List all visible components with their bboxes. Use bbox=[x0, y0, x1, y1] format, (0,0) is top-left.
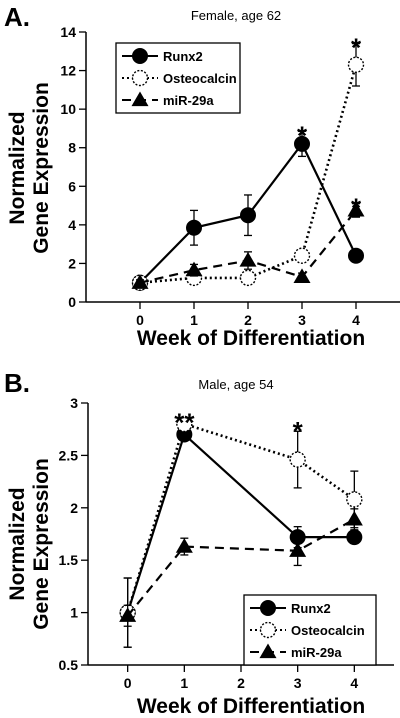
panel-a-runx2-marker bbox=[186, 219, 202, 236]
panel-b-y-axis-title-line2: Gene Expression bbox=[30, 458, 53, 630]
panel-b-runx2-line bbox=[126, 432, 355, 613]
panel-b-legend-osteocalcin-label: Osteocalcin bbox=[291, 623, 365, 638]
panel-a-x-tick-label: 1 bbox=[190, 312, 198, 328]
panel-a-osteocalcin-marker bbox=[293, 247, 311, 264]
panel-a-x-axis-title: Week of Differentiation bbox=[137, 327, 365, 350]
panel-b-osteocalcin-line bbox=[126, 422, 356, 613]
panel-b-runx2-marker bbox=[346, 529, 363, 546]
panel-b-series-mir-29a bbox=[119, 508, 363, 627]
panel-b-mir-29a-marker bbox=[289, 542, 307, 557]
panel-a-osteocalcin-marker bbox=[347, 56, 365, 73]
panel-a-legend-runx2-marker bbox=[132, 48, 148, 64]
panel-a: A. Female, age 62 Week of Differentiatio… bbox=[4, 2, 400, 350]
panel-a-legend-mir-29a-label: miR-29a bbox=[163, 93, 214, 108]
panel-a-mir-29a-marker bbox=[239, 252, 257, 267]
panel-b-y-axis-title-line1: Normalized bbox=[6, 487, 29, 600]
panel-b-y-tick-label: 1 bbox=[70, 605, 78, 621]
panel-a-y-tick-label: 12 bbox=[60, 63, 76, 79]
panel-b-legend-osteocalcin-marker bbox=[259, 621, 277, 639]
panel-a-label: A. bbox=[4, 2, 30, 32]
panel-b-y-tick-label: 2.5 bbox=[59, 447, 79, 463]
panel-a-osteocalcin-line bbox=[139, 64, 358, 285]
panel-b-legend-mir-29a-label: miR-29a bbox=[291, 645, 342, 660]
panel-b-legend-runx2-label: Runx2 bbox=[291, 601, 331, 616]
panel-a-y-axis-title-line2: Gene Expression bbox=[30, 82, 53, 254]
panel-a-legend-osteocalcin-marker bbox=[131, 69, 149, 87]
panel-a-runx2-marker bbox=[240, 207, 256, 224]
panel-a-legend-runx2-label: Runx2 bbox=[163, 49, 203, 64]
panel-b-x-tick-label: 1 bbox=[180, 675, 188, 691]
panel-b-significance-marker: * bbox=[293, 416, 304, 446]
panel-a-y-tick-label: 6 bbox=[68, 178, 76, 194]
panel-a-runx2-marker bbox=[348, 247, 364, 264]
panel-b-osteocalcin-marker bbox=[176, 415, 193, 433]
panel-b-x-tick-label: 2 bbox=[237, 675, 245, 691]
panel-a-x-tick-label: 4 bbox=[352, 312, 360, 328]
panel-a-legend-mir-29a-marker bbox=[131, 91, 149, 107]
panel-b-x-tick-label: 4 bbox=[350, 675, 358, 691]
panel-a-title: Female, age 62 bbox=[191, 8, 281, 23]
panel-b-x-tick-label: 0 bbox=[124, 675, 132, 691]
panel-b-mir-29a-marker bbox=[175, 538, 193, 553]
panel-a-mir-29a-marker bbox=[293, 268, 311, 284]
panel-b-x-axis-title: Week of Differentiation bbox=[137, 695, 365, 718]
panel-b-title: Male, age 54 bbox=[198, 377, 273, 392]
panel-b-mir-29a-marker bbox=[119, 607, 137, 622]
panel-b-legend: Runx2 Osteocalcin miR-29a bbox=[243, 594, 377, 666]
panel-a-mir-29a-marker bbox=[347, 201, 365, 217]
panel-a-legend-osteocalcin-label: Osteocalcin bbox=[163, 71, 237, 86]
panel-a-mir-29a-marker bbox=[185, 261, 203, 277]
panel-b-significance-marker: ** bbox=[174, 408, 195, 438]
panel-a-mir-29a-marker bbox=[131, 274, 149, 289]
panel-a-y-tick-label: 10 bbox=[60, 101, 76, 117]
panel-a-significance-marker: * bbox=[351, 193, 362, 223]
panel-b-y-tick-label: 0.5 bbox=[59, 657, 79, 673]
panel-b-osteocalcin-marker bbox=[346, 491, 363, 508]
panel-b-mir-29a-marker bbox=[345, 510, 363, 526]
panel-b-y-tick-label: 1.5 bbox=[59, 552, 79, 568]
panel-a-x-tick-label: 0 bbox=[136, 312, 144, 328]
panel-a-y-tick-label: 8 bbox=[68, 140, 76, 156]
panel-b-x-tick-label: 3 bbox=[294, 675, 302, 691]
panel-b-y-tick-label: 3 bbox=[70, 395, 78, 411]
panel-a-x-tick-label: 3 bbox=[298, 312, 306, 328]
panel-a-y-tick-label: 4 bbox=[68, 217, 76, 233]
panel-a-series-mir-29a bbox=[131, 201, 365, 289]
panel-a-y-tick-label: 2 bbox=[68, 255, 76, 271]
panel-b-legend-mir-29a-marker bbox=[259, 643, 277, 659]
panel-b: B. Male, age 54 Week of Differentiation … bbox=[4, 368, 394, 718]
panel-a-osteocalcin-marker bbox=[239, 269, 257, 287]
panel-b-plot-area: 0.511.522.530 1 2 3 4** *Runx2OsteocalcinmiR-… bbox=[59, 395, 394, 691]
panel-a-significance-marker: * bbox=[297, 120, 308, 150]
panel-a-runx2-marker bbox=[294, 135, 310, 152]
panel-a-y-axis-title-line1: Normalized bbox=[6, 111, 29, 224]
panel-b-osteocalcin-marker bbox=[289, 451, 306, 468]
panel-a-y-tick-label: 0 bbox=[68, 294, 76, 310]
panel-b-y-tick-label: 2 bbox=[70, 500, 78, 516]
panel-b-legend-runx2-marker bbox=[260, 600, 276, 616]
panel-a-y-tick-label: 14 bbox=[60, 24, 76, 40]
panel-a-legend: Runx2 Osteocalcin miR-29a bbox=[115, 42, 241, 114]
panel-b-label: B. bbox=[4, 368, 30, 398]
panel-a-significance-marker: * bbox=[351, 33, 362, 63]
panel-a-x-tick-label: 2 bbox=[244, 312, 252, 328]
